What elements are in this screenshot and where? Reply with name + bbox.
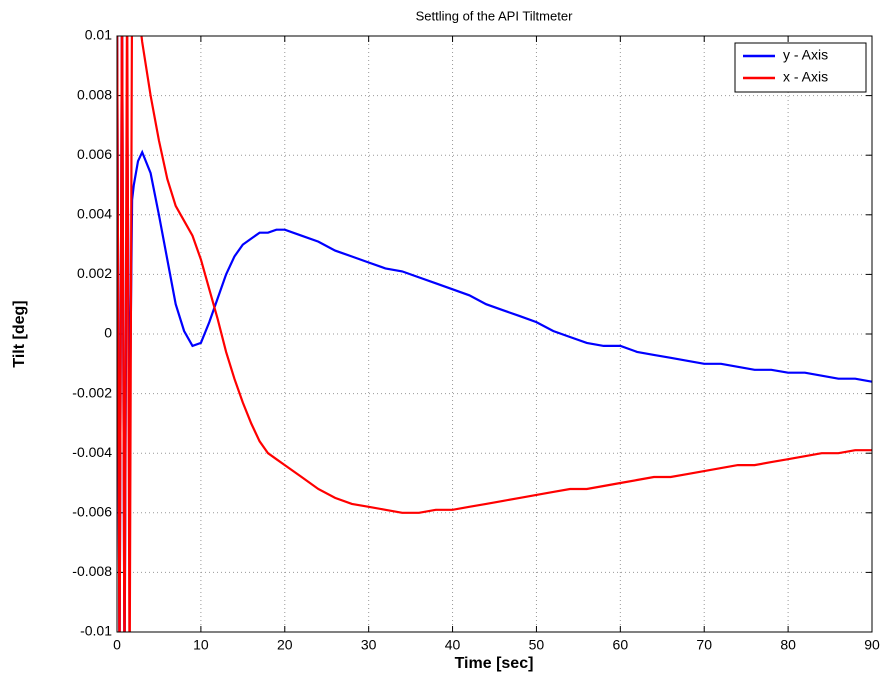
- y-tick-label: 0.008: [77, 86, 112, 102]
- chart-title: Settling of the API Tiltmeter: [416, 8, 573, 23]
- y-tick-label: 0.002: [77, 265, 112, 281]
- plot-area: [117, 36, 872, 632]
- x-tick-label: 80: [780, 637, 796, 653]
- x-tick-label: 0: [113, 637, 121, 653]
- data-line: [117, 36, 872, 632]
- y-tick-label: -0.01: [80, 623, 112, 639]
- legend-label: y - Axis: [783, 47, 828, 63]
- x-axis-label: Time [sec]: [455, 655, 534, 672]
- plot-frame: [116, 35, 873, 633]
- x-tick-label: 40: [445, 637, 461, 653]
- legend-label: x - Axis: [783, 69, 828, 85]
- x-tick-label: 30: [361, 637, 377, 653]
- y-tick-label: -0.008: [72, 563, 112, 579]
- x-tick-label: 20: [277, 637, 293, 653]
- y-tick-label: 0: [104, 325, 112, 341]
- x-tick-label: 70: [696, 637, 712, 653]
- x-tick-label: 60: [613, 637, 629, 653]
- y-tick-label: -0.002: [72, 384, 112, 400]
- legend: y - Axis x - Axis: [734, 42, 867, 93]
- y-tick-label: 0.01: [85, 27, 112, 43]
- x-tick-label: 90: [864, 637, 880, 653]
- y-tick-label: 0.006: [77, 146, 112, 162]
- data-line: [117, 36, 872, 632]
- x-tick-label: 10: [193, 637, 209, 653]
- y-tick-label: -0.006: [72, 504, 112, 520]
- legend-box: [734, 42, 867, 93]
- y-tick-label: 0.004: [77, 206, 112, 222]
- y-tick-label: -0.004: [72, 444, 112, 460]
- y-axis-label: Tilt [deg]: [11, 300, 28, 367]
- x-tick-label: 50: [529, 637, 545, 653]
